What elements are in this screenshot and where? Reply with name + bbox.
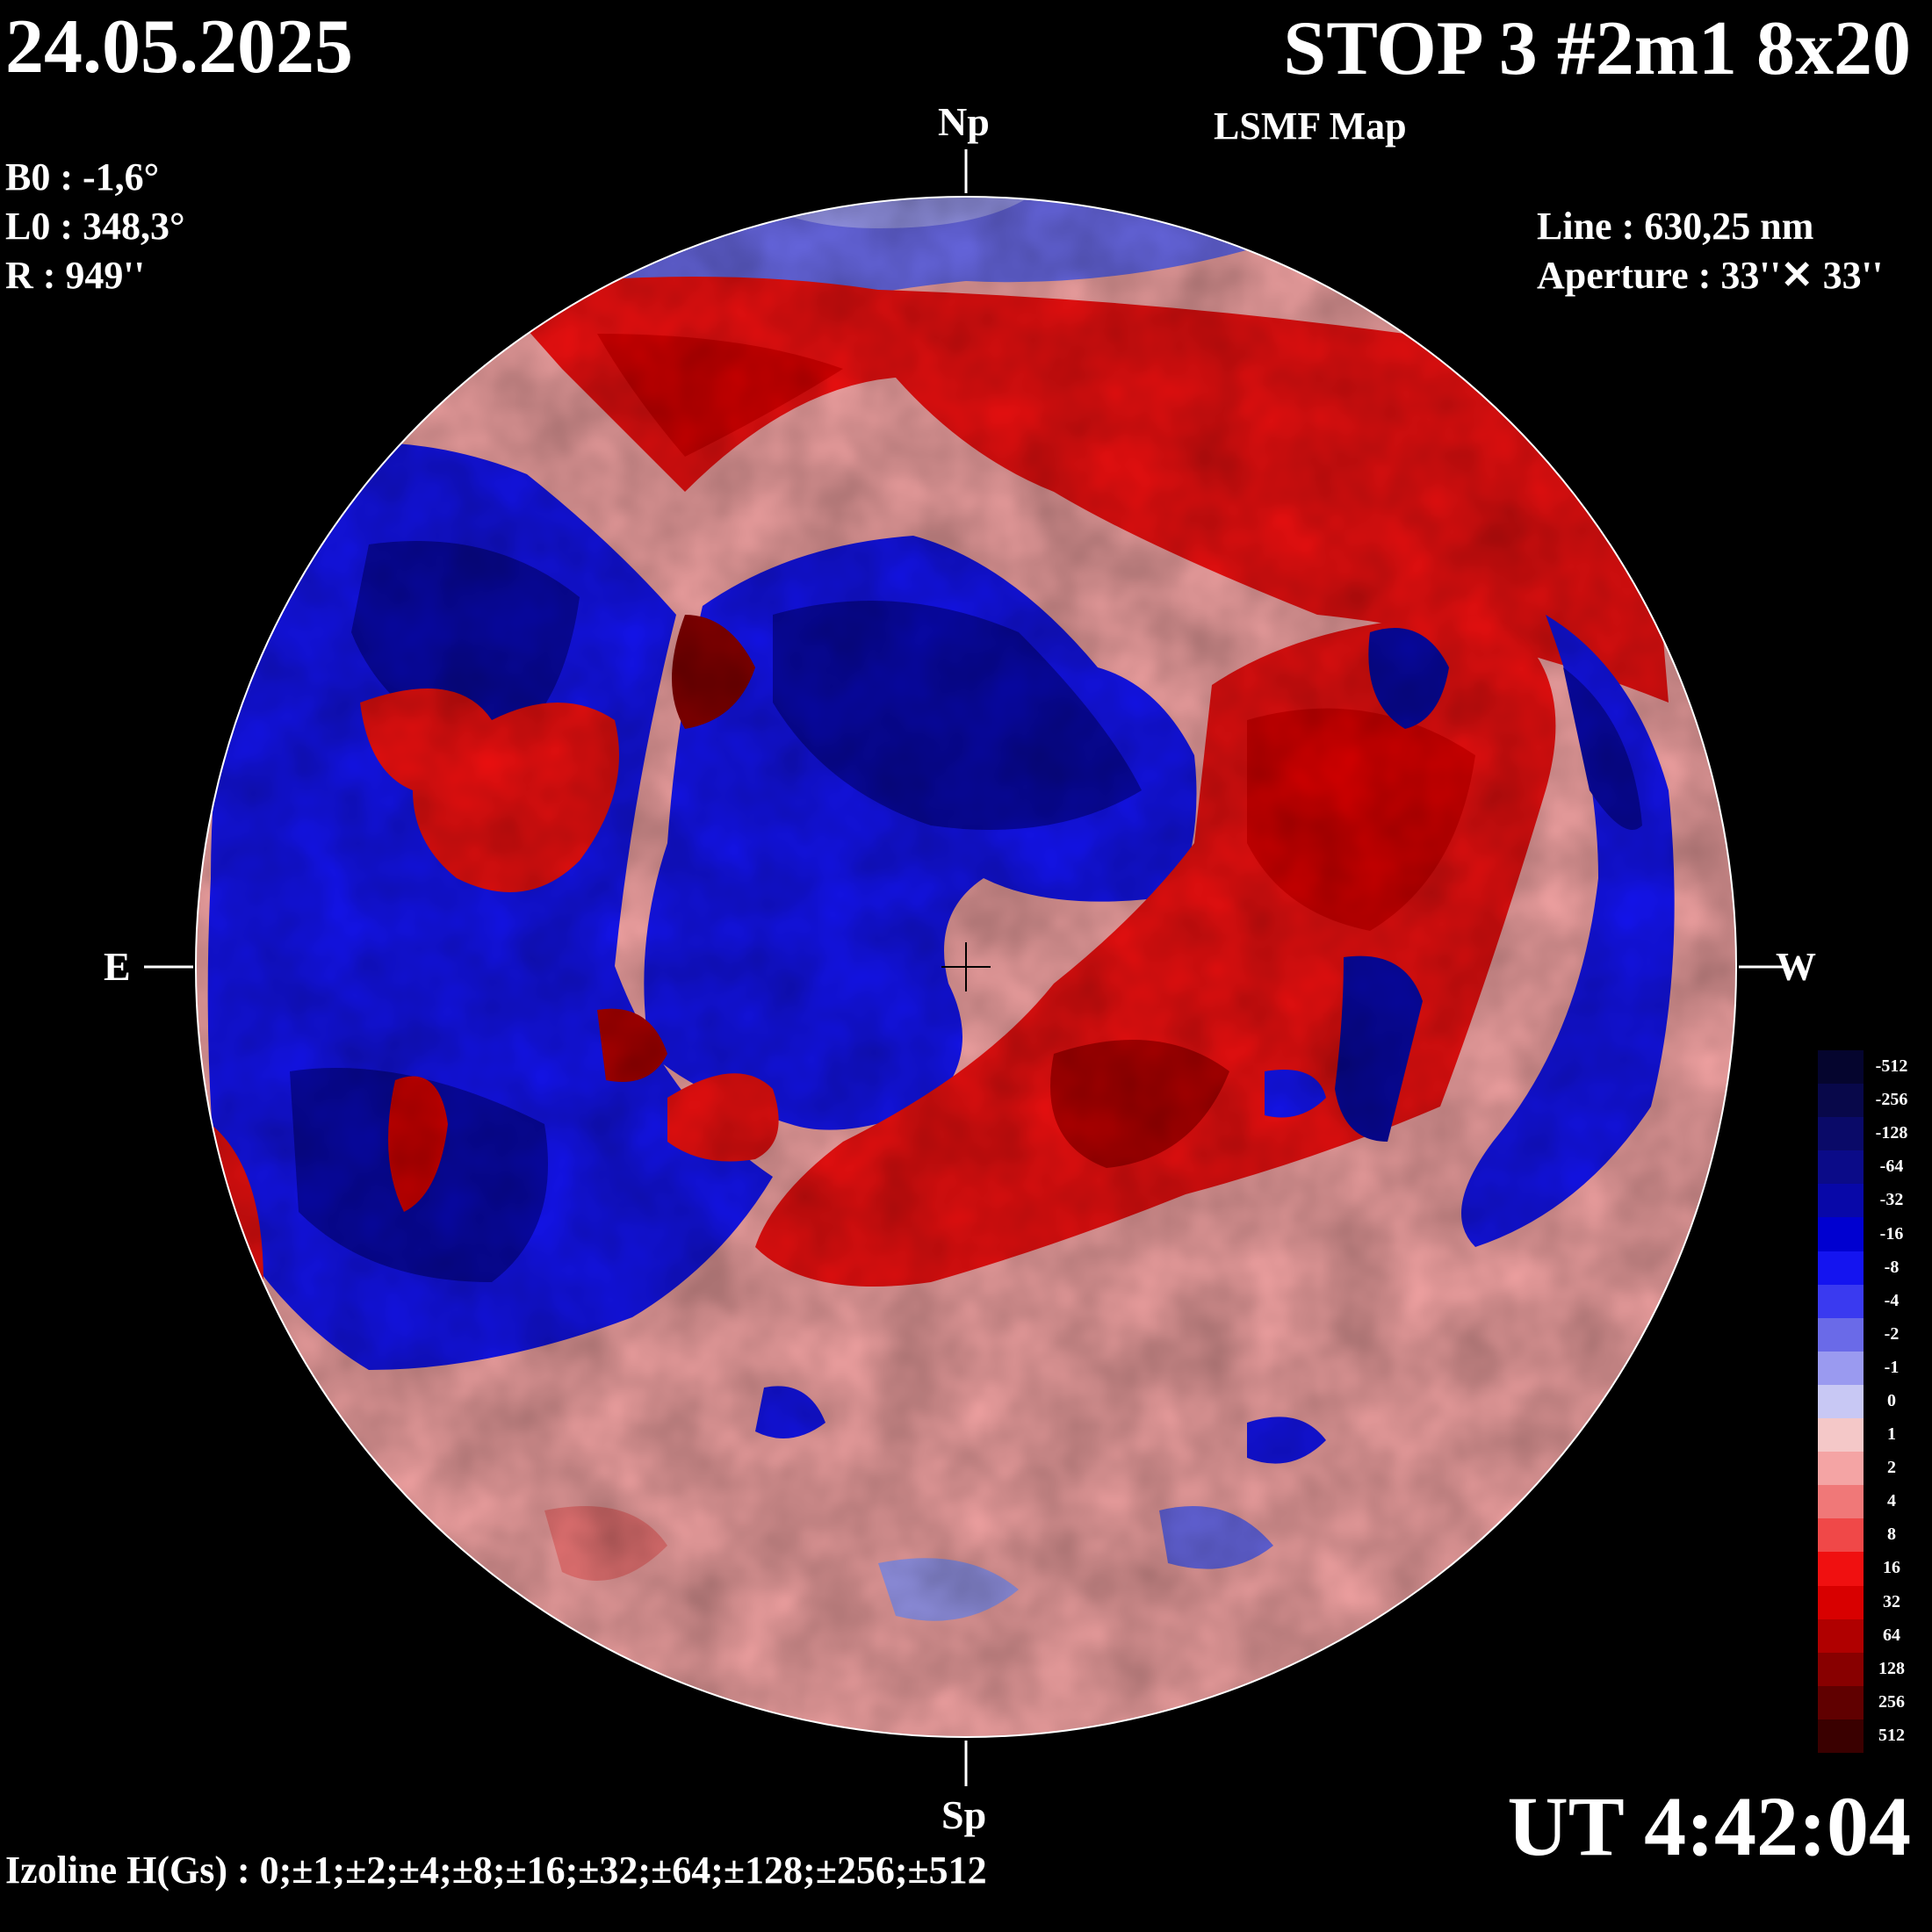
legend-swatch: [1818, 1485, 1864, 1519]
legend-label: -2: [1884, 1323, 1900, 1344]
legend-swatch: [1818, 1585, 1864, 1620]
legend-label: 512: [1878, 1725, 1905, 1745]
legend-swatch: [1818, 1652, 1864, 1687]
legend-swatch: [1818, 1384, 1864, 1419]
legend-label: 16: [1883, 1558, 1900, 1578]
izoline-levels: Izoline H(Gs) : 0;±1;±2;±4;±8;±16;±32;±6…: [5, 1849, 987, 1892]
legend-label: 256: [1878, 1691, 1905, 1712]
center-crosshair: [941, 942, 991, 991]
param-b0: B0 : -1,6°: [5, 155, 160, 198]
legend-swatch: [1818, 1284, 1864, 1319]
legend-swatch: [1818, 1184, 1864, 1218]
legend-swatch: [1818, 1552, 1864, 1587]
legend-label: 128: [1878, 1658, 1905, 1678]
legend-swatch: [1818, 1150, 1864, 1185]
map-subtitle: LSMF Map: [1214, 105, 1407, 148]
param-radius: R : 949'': [5, 254, 145, 297]
param-l0: L0 : 348,3°: [5, 205, 185, 248]
legend-label: -8: [1884, 1257, 1900, 1277]
aperture-info: Aperture : 33''✕ 33'': [1537, 254, 1884, 297]
legend-label: -4: [1884, 1290, 1900, 1310]
observation-date: 24.05.2025: [5, 4, 353, 90]
legend-label: -64: [1879, 1157, 1904, 1177]
legend-swatch: [1818, 1351, 1864, 1386]
legend-label: -1: [1884, 1357, 1900, 1377]
label-west: W: [1776, 944, 1816, 989]
legend-label: 1: [1887, 1424, 1896, 1445]
label-south-pole: Sp: [941, 1792, 987, 1837]
observation-time: UT 4:42:04: [1507, 1779, 1911, 1873]
legend-swatch: [1818, 1251, 1864, 1286]
legend-label: 32: [1883, 1591, 1900, 1611]
legend-label: -512: [1875, 1056, 1908, 1077]
legend-label: 64: [1883, 1625, 1900, 1645]
legend-swatch: [1818, 1452, 1864, 1486]
legend-label: 0: [1887, 1391, 1896, 1410]
legend-label: 8: [1887, 1525, 1896, 1545]
legend-swatch: [1818, 1217, 1864, 1252]
legend-swatch: [1818, 1117, 1864, 1151]
legend-label: -32: [1879, 1190, 1904, 1210]
legend-swatch: [1818, 1685, 1864, 1720]
legend-swatch: [1818, 1317, 1864, 1352]
legend-label: -16: [1879, 1223, 1904, 1244]
color-legend: [1818, 1050, 1864, 1754]
legend-label: 2: [1887, 1458, 1896, 1478]
legend-label: -128: [1875, 1123, 1908, 1143]
label-east: E: [104, 944, 131, 989]
spectral-line-info: Line : 630,25 nm: [1537, 205, 1814, 248]
legend-swatch: [1818, 1084, 1864, 1118]
legend-swatch: [1818, 1518, 1864, 1553]
label-north-pole: Np: [938, 99, 990, 144]
legend-swatch: [1818, 1418, 1864, 1453]
legend-swatch: [1818, 1618, 1864, 1654]
legend-label: 4: [1887, 1491, 1896, 1511]
map-title: STOP 3 #2m1 8x20: [1283, 6, 1911, 91]
legend-label: -256: [1875, 1090, 1908, 1110]
disk-limb: [195, 196, 1737, 1738]
legend-swatch: [1818, 1719, 1864, 1754]
legend-swatch: [1818, 1050, 1864, 1085]
